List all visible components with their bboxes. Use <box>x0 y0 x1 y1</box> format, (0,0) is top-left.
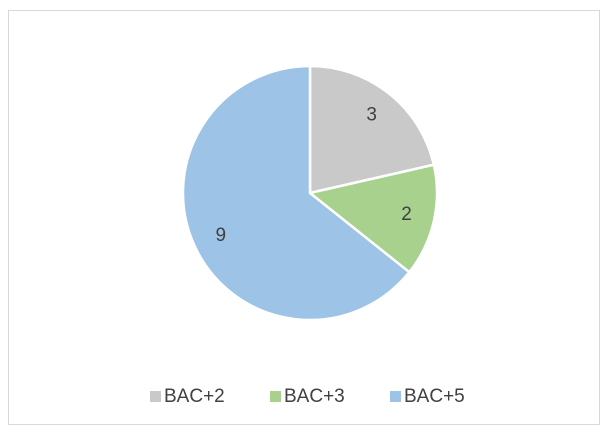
data-label: 3 <box>366 105 377 126</box>
legend-label: BAC+2 <box>164 386 225 407</box>
pie-slice <box>307 163 439 274</box>
legend-swatch <box>270 391 281 402</box>
legend-label: BAC+5 <box>404 386 465 407</box>
legend-swatch <box>150 391 161 402</box>
legend-swatch <box>390 391 401 402</box>
pie-slice <box>181 64 412 322</box>
data-label: 2 <box>401 204 412 225</box>
pie-slice <box>308 64 436 195</box>
data-label: 9 <box>216 225 227 246</box>
legend-label: BAC+3 <box>284 386 345 407</box>
